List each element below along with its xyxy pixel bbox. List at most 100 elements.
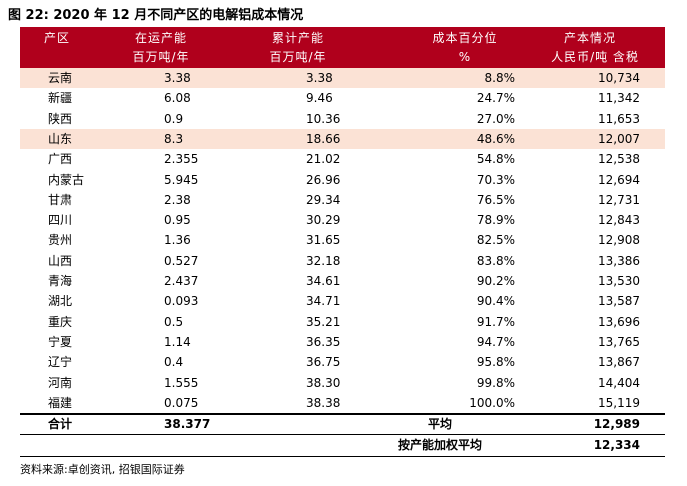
header-cell: 成本百分位 — [432, 31, 498, 45]
average-value: 12,989 — [593, 417, 640, 432]
table-cell: 15,119 — [598, 395, 640, 410]
table-cell: 21.02 — [306, 152, 341, 167]
table-cell: 54.8% — [476, 152, 515, 167]
table-cell: 2.437 — [164, 274, 199, 288]
header-cell: 产区 — [44, 31, 71, 45]
table-cell: 13,530 — [598, 274, 640, 288]
table-cell: 70.3% — [476, 172, 515, 187]
table-cell: 27.0% — [476, 111, 515, 126]
table-cell: 34.71 — [306, 294, 341, 309]
table-cell: 90.2% — [476, 274, 515, 288]
table-cell: 34.61 — [306, 274, 341, 288]
table-cell: 重庆 — [48, 314, 73, 329]
table-cell: 贵州 — [48, 233, 73, 248]
table-cell: 云南 — [48, 71, 73, 85]
table-cell: 13,587 — [598, 294, 640, 309]
table-cell: 1.36 — [164, 233, 191, 248]
table-row: 山东 8.3 18.66 48.6% 12,007 — [20, 128, 665, 150]
table-cell: 90.4% — [476, 294, 515, 309]
weighted-value: 12,334 — [593, 438, 640, 453]
table-cell: 13,867 — [598, 355, 640, 370]
table-cell: 31.65 — [306, 233, 341, 248]
weighted-row: 按产能加权平均 12,334 — [20, 435, 665, 455]
average-label: 平均 — [427, 417, 452, 432]
table-cell: 湖北 — [48, 294, 73, 309]
table-row: 陕西 0.9 10.36 27.0% 11,653 — [20, 109, 665, 129]
table-cell: 38.30 — [306, 375, 341, 390]
table-cell: 0.4 — [164, 355, 184, 370]
table-cell: 11,653 — [598, 111, 640, 126]
table-row: 辽宁 0.4 36.75 95.8% 13,867 — [20, 352, 665, 372]
table-cell: 12,843 — [598, 213, 640, 228]
table-cell: 35.21 — [306, 314, 341, 329]
table-cell: 内蒙古 — [48, 172, 85, 187]
table-cell: 5.945 — [164, 172, 199, 187]
table-cell: 福建 — [48, 395, 73, 410]
table-cell: 12,538 — [598, 152, 640, 167]
total-label: 合计 — [48, 417, 73, 432]
table-cell: 3.38 — [164, 71, 191, 85]
table-cell: 99.8% — [476, 375, 515, 390]
table-cell: 78.9% — [476, 213, 515, 228]
total-capacity: 38.377 — [164, 417, 211, 432]
table-cell: 95.8% — [476, 355, 515, 370]
table-row: 湖北 0.093 34.71 90.4% 13,587 — [20, 291, 665, 311]
table-row: 云南 3.38 3.38 8.8% 10,734 — [20, 68, 665, 89]
table-cell: 13,386 — [598, 253, 640, 268]
source-note: 资料来源:卓创资讯, 招银国际证券 — [20, 463, 185, 476]
table-cell: 11,342 — [598, 91, 640, 106]
table-cell: 36.35 — [306, 334, 341, 349]
table-cell: 26.96 — [306, 172, 341, 187]
table-row: 宁夏 1.14 36.35 94.7% 13,765 — [20, 332, 665, 352]
table-cell: 四川 — [48, 213, 73, 228]
rule — [20, 434, 665, 436]
table-cell: 0.95 — [164, 213, 191, 228]
header-cell: % — [458, 50, 472, 64]
table-cell: 山东 — [48, 131, 73, 146]
table-cell: 河南 — [48, 375, 73, 390]
table-cell: 1.14 — [164, 334, 191, 349]
table-cell: 9.46 — [306, 91, 333, 106]
table-cell: 91.7% — [476, 314, 515, 329]
table-row: 重庆 0.5 35.21 91.7% 13,696 — [20, 312, 665, 332]
header-cell: 在运产能 — [134, 31, 187, 45]
header-cell: 产本情况 — [563, 31, 616, 45]
header-cell: 累计产能 — [271, 31, 324, 45]
table-cell: 辽宁 — [48, 355, 73, 370]
table-cell: 83.8% — [476, 253, 515, 268]
table-cell: 10,734 — [598, 71, 640, 85]
table-cell: 2.355 — [164, 152, 199, 167]
table-cell: 13,696 — [598, 314, 640, 329]
table-row: 山西 0.527 32.18 83.8% 13,386 — [20, 251, 665, 271]
table-cell: 76.5% — [476, 192, 515, 207]
table-cell: 甘肃 — [48, 192, 73, 207]
table-cell: 32.18 — [306, 253, 341, 268]
table-cell: 6.08 — [164, 91, 191, 106]
table-cell: 青海 — [48, 274, 73, 288]
header-cell: 百万吨/年 — [269, 50, 327, 64]
table-cell: 宁夏 — [48, 334, 73, 349]
header-cell: 人民币/吨 含税 — [551, 50, 639, 64]
table-cell: 0.9 — [164, 111, 184, 126]
table-row: 甘肃 2.38 29.34 76.5% 12,731 — [20, 190, 665, 210]
table-cell: 3.38 — [306, 71, 333, 85]
table-row: 新疆 6.08 9.46 24.7% 11,342 — [20, 88, 665, 108]
table-cell: 18.66 — [306, 131, 341, 146]
table-cell: 38.38 — [306, 395, 341, 410]
table-cell: 29.34 — [306, 192, 341, 207]
title: 图 22: 2020 年 12 月不同产区的电解铝成本情况 — [8, 8, 304, 23]
table-row: 福建 0.075 38.38 100.0% 15,119 — [20, 393, 665, 413]
table-cell: 13,765 — [598, 334, 640, 349]
table-cell: 广西 — [48, 152, 73, 167]
table-row: 四川 0.95 30.29 78.9% 12,843 — [20, 210, 665, 230]
rule — [20, 456, 665, 457]
table-cell: 14,404 — [598, 375, 640, 390]
table-cell: 82.5% — [476, 233, 515, 248]
table-cell: 10.36 — [306, 111, 341, 126]
table-header: 产区 在运产能 百万吨/年 累计产能 百万吨/年 成本百分位% 产本情况 人民币/吨 含税 — [20, 27, 665, 68]
table-cell: 0.093 — [164, 294, 199, 309]
table-cell: 12,731 — [598, 192, 640, 207]
table-cell: 山西 — [48, 253, 73, 268]
table-cell: 0.5 — [164, 314, 184, 329]
